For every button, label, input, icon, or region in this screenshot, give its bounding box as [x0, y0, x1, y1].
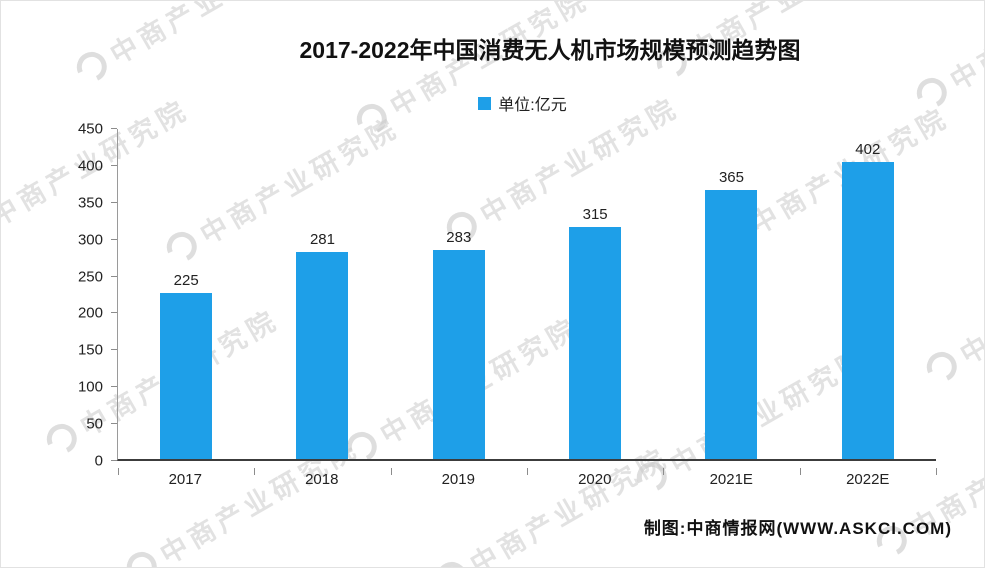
watermark: 中商产业研究院 — [349, 1, 595, 143]
x-category-label: 2021E — [709, 471, 753, 488]
x-axis-tick — [936, 468, 937, 475]
bar-slot: 281 — [254, 129, 390, 459]
y-axis-tick — [111, 349, 117, 351]
x-category-label: 2022E — [846, 471, 890, 488]
bar-slot: 315 — [527, 129, 663, 459]
bar-2022E — [841, 162, 894, 459]
y-axis-tick — [111, 201, 117, 203]
y-axis-tick — [111, 238, 117, 240]
x-axis-tick — [799, 468, 801, 475]
y-tick-label: 200 — [77, 304, 103, 322]
bar-value-label: 365 — [718, 169, 744, 186]
bar-slot: 365 — [663, 129, 799, 459]
bar-slot: 283 — [391, 129, 527, 459]
bar-2019 — [432, 250, 485, 459]
watermark-logo-icon — [122, 547, 161, 567]
x-axis-tick — [527, 468, 528, 475]
y-tick-label: 50 — [86, 415, 103, 433]
y-axis-tick — [111, 275, 117, 277]
bar-value-label: 283 — [446, 229, 472, 246]
bar-2017 — [160, 293, 213, 459]
y-tick-label: 250 — [77, 268, 103, 286]
y-axis-tick — [111, 386, 117, 388]
bar-value-label: 225 — [173, 272, 199, 289]
legend-label: 单位:亿元 — [498, 97, 567, 114]
x-category-labels: 2017 2018 2019 2020 2021E 2022E — [117, 471, 936, 488]
watermark-logo-icon — [432, 557, 471, 567]
x-axis-tick — [390, 468, 392, 475]
x-category-label: 2020 — [578, 471, 612, 488]
legend: 单位:亿元 — [61, 91, 984, 115]
x-axis-tick — [663, 468, 665, 475]
y-tick-label: 400 — [77, 157, 103, 175]
y-axis: 0 50 100 150 200 250 300 350 400 450 — [59, 122, 117, 469]
x-axis-tick — [254, 468, 256, 475]
y-tick-label: 100 — [77, 378, 103, 396]
y-axis-tick — [111, 128, 117, 129]
bar-2020 — [569, 227, 622, 459]
bar-value-label: 281 — [309, 231, 335, 248]
bars-group: 225 281 283 315 365 402 — [118, 129, 936, 459]
plot-area: 225 281 283 315 365 402 — [117, 129, 937, 475]
x-category-label: 2019 — [441, 471, 475, 488]
bar-slot: 402 — [800, 129, 936, 459]
bar-slot: 225 — [118, 129, 254, 459]
x-category-label: 2018 — [305, 471, 339, 488]
watermark-logo-icon — [72, 47, 111, 86]
bar-chart: 0 50 100 150 200 250 300 350 400 450 225 281 283 315… — [59, 122, 937, 488]
y-axis-tick — [111, 312, 117, 314]
chart-title: 2017-2022年中国消费无人机市场规模预测趋势图 — [299, 37, 801, 63]
y-tick-label: 350 — [77, 194, 103, 212]
y-tick-label: 0 — [94, 452, 103, 470]
x-category-label: 2017 — [168, 471, 202, 488]
y-axis-tick — [111, 460, 117, 461]
watermark-text: 中商产业研究院 — [955, 232, 985, 371]
y-axis-tick — [111, 423, 117, 425]
footer-credit: 制图:中商情报网(WWW.ASKCI.COM) — [643, 519, 952, 538]
bar-value-label: 315 — [582, 206, 608, 223]
x-axis-spacer — [59, 471, 117, 488]
y-tick-label: 150 — [77, 341, 103, 359]
bar-2021E — [705, 190, 758, 459]
y-tick-label: 450 — [77, 120, 103, 138]
bar-2018 — [296, 252, 349, 459]
bar-value-label: 402 — [855, 141, 881, 158]
legend-swatch-icon — [478, 96, 492, 110]
y-tick-label: 300 — [77, 231, 103, 249]
y-axis-tick — [111, 164, 117, 166]
x-axis-tick — [118, 468, 119, 475]
